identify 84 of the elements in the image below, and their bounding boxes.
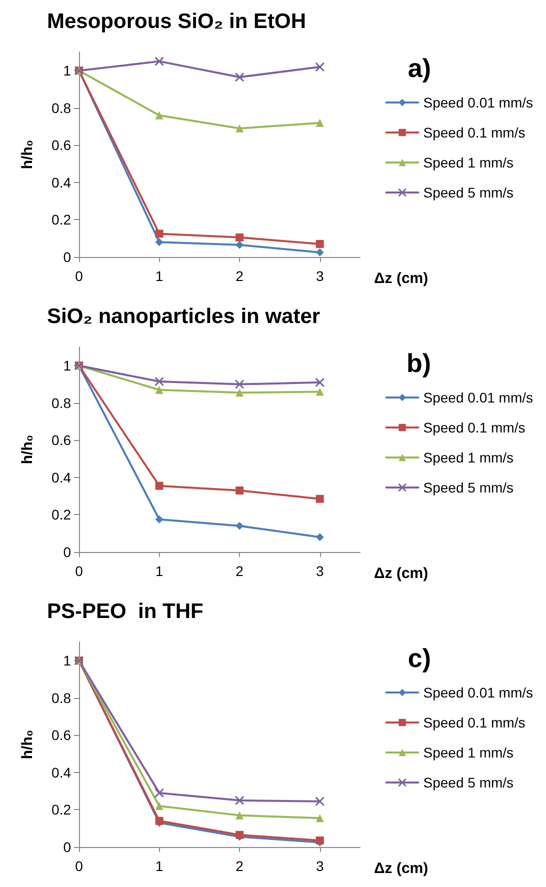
y-axis-title: h/h₀ [19,730,36,760]
chart-title: SiO₂ nanoparticles in water [47,305,320,328]
y-tick-label: 0.8 [52,394,72,411]
point [234,72,244,82]
point [234,380,244,390]
point [236,388,244,397]
point [236,486,244,494]
y-tick-label: 1 [63,358,72,374]
text: c) [408,643,432,673]
point [155,386,164,394]
legend-label: Speed 1 mm/s [423,154,514,170]
point [316,388,324,396]
legend-label: Speed 1 mm/s [423,744,514,760]
x-tick-label: 1 [155,268,164,284]
x-tick-label: 0 [75,858,84,874]
point [155,802,164,810]
chart-title: PS-PEO in THF [47,600,204,623]
x-axis-title: Δz (cm) [374,270,428,287]
point [316,533,324,542]
legend-label: Speed 1 mm/s [423,450,514,466]
y-tick-label: 0.4 [52,764,72,780]
point [234,796,244,806]
point [155,515,164,524]
text: b) [406,348,432,378]
y-tick-label: 0.6 [52,727,72,744]
y-tick-label: 0.2 [52,802,72,818]
x-tick-label: 3 [316,563,324,579]
x-tick-label: 0 [75,563,84,579]
y-tick-label: 0.6 [52,432,72,448]
legend-label: Speed 0.01 mm/s [423,94,534,110]
y-tick-label: 0.8 [52,100,72,116]
point [155,111,164,120]
point [155,238,164,246]
x-tick-label: 3 [316,858,324,874]
point [236,522,244,530]
y-axis-title: h/h₀ [19,434,36,464]
x-tick-label: 2 [236,563,244,579]
y-axis-title: h/h₀ [19,140,36,170]
legend-label: Speed 0.01 mm/s [423,390,534,406]
text: a) [408,53,432,83]
x-tick-label: 2 [236,858,244,874]
y-tick-label: 1 [63,652,72,669]
legend-label: Speed 5 mm/s [423,184,514,200]
y-tick-label: 0.6 [52,137,72,154]
point [316,248,324,256]
legend-label: Speed 0.1 mm/s [423,124,526,140]
point [315,378,325,388]
point [154,376,164,386]
y-tick-label: 0 [63,249,72,265]
x-axis-title: Δz (cm) [374,565,428,582]
y-tick-label: 0.8 [52,690,72,706]
x-tick-label: 1 [155,563,164,579]
y-tick-label: 0.2 [52,212,72,228]
x-tick-label: 0 [75,268,84,284]
legend-label: Speed 5 mm/s [423,480,514,496]
point [236,124,244,132]
y-tick-label: 0.4 [52,174,72,190]
point [316,118,324,127]
point [236,233,244,242]
point [155,482,164,490]
y-tick-label: 0.2 [52,506,72,523]
point [154,788,164,798]
point [316,814,324,822]
y-tick-label: 0 [63,544,72,560]
legend-label: Speed 0.1 mm/s [423,714,526,730]
point [316,494,324,503]
chart-title: Mesoporous SiO₂ in EtOH [47,10,306,33]
point [315,796,325,806]
point [236,240,244,249]
x-tick-label: 3 [316,268,324,284]
point [316,240,324,248]
legend-label: Speed 0.01 mm/s [423,684,534,700]
legend-label: Speed 5 mm/s [423,774,514,790]
y-tick-label: 1 [63,62,72,79]
legend-label: Speed 0.1 mm/s [423,420,526,436]
y-tick-label: 0.4 [52,469,72,486]
point [155,230,164,238]
point [315,62,325,72]
x-tick-label: 1 [155,858,164,874]
point [236,811,244,820]
y-tick-label: 0 [63,839,72,855]
point [154,56,164,66]
x-axis-title: Δz (cm) [374,860,428,877]
x-tick-label: 2 [236,268,244,284]
